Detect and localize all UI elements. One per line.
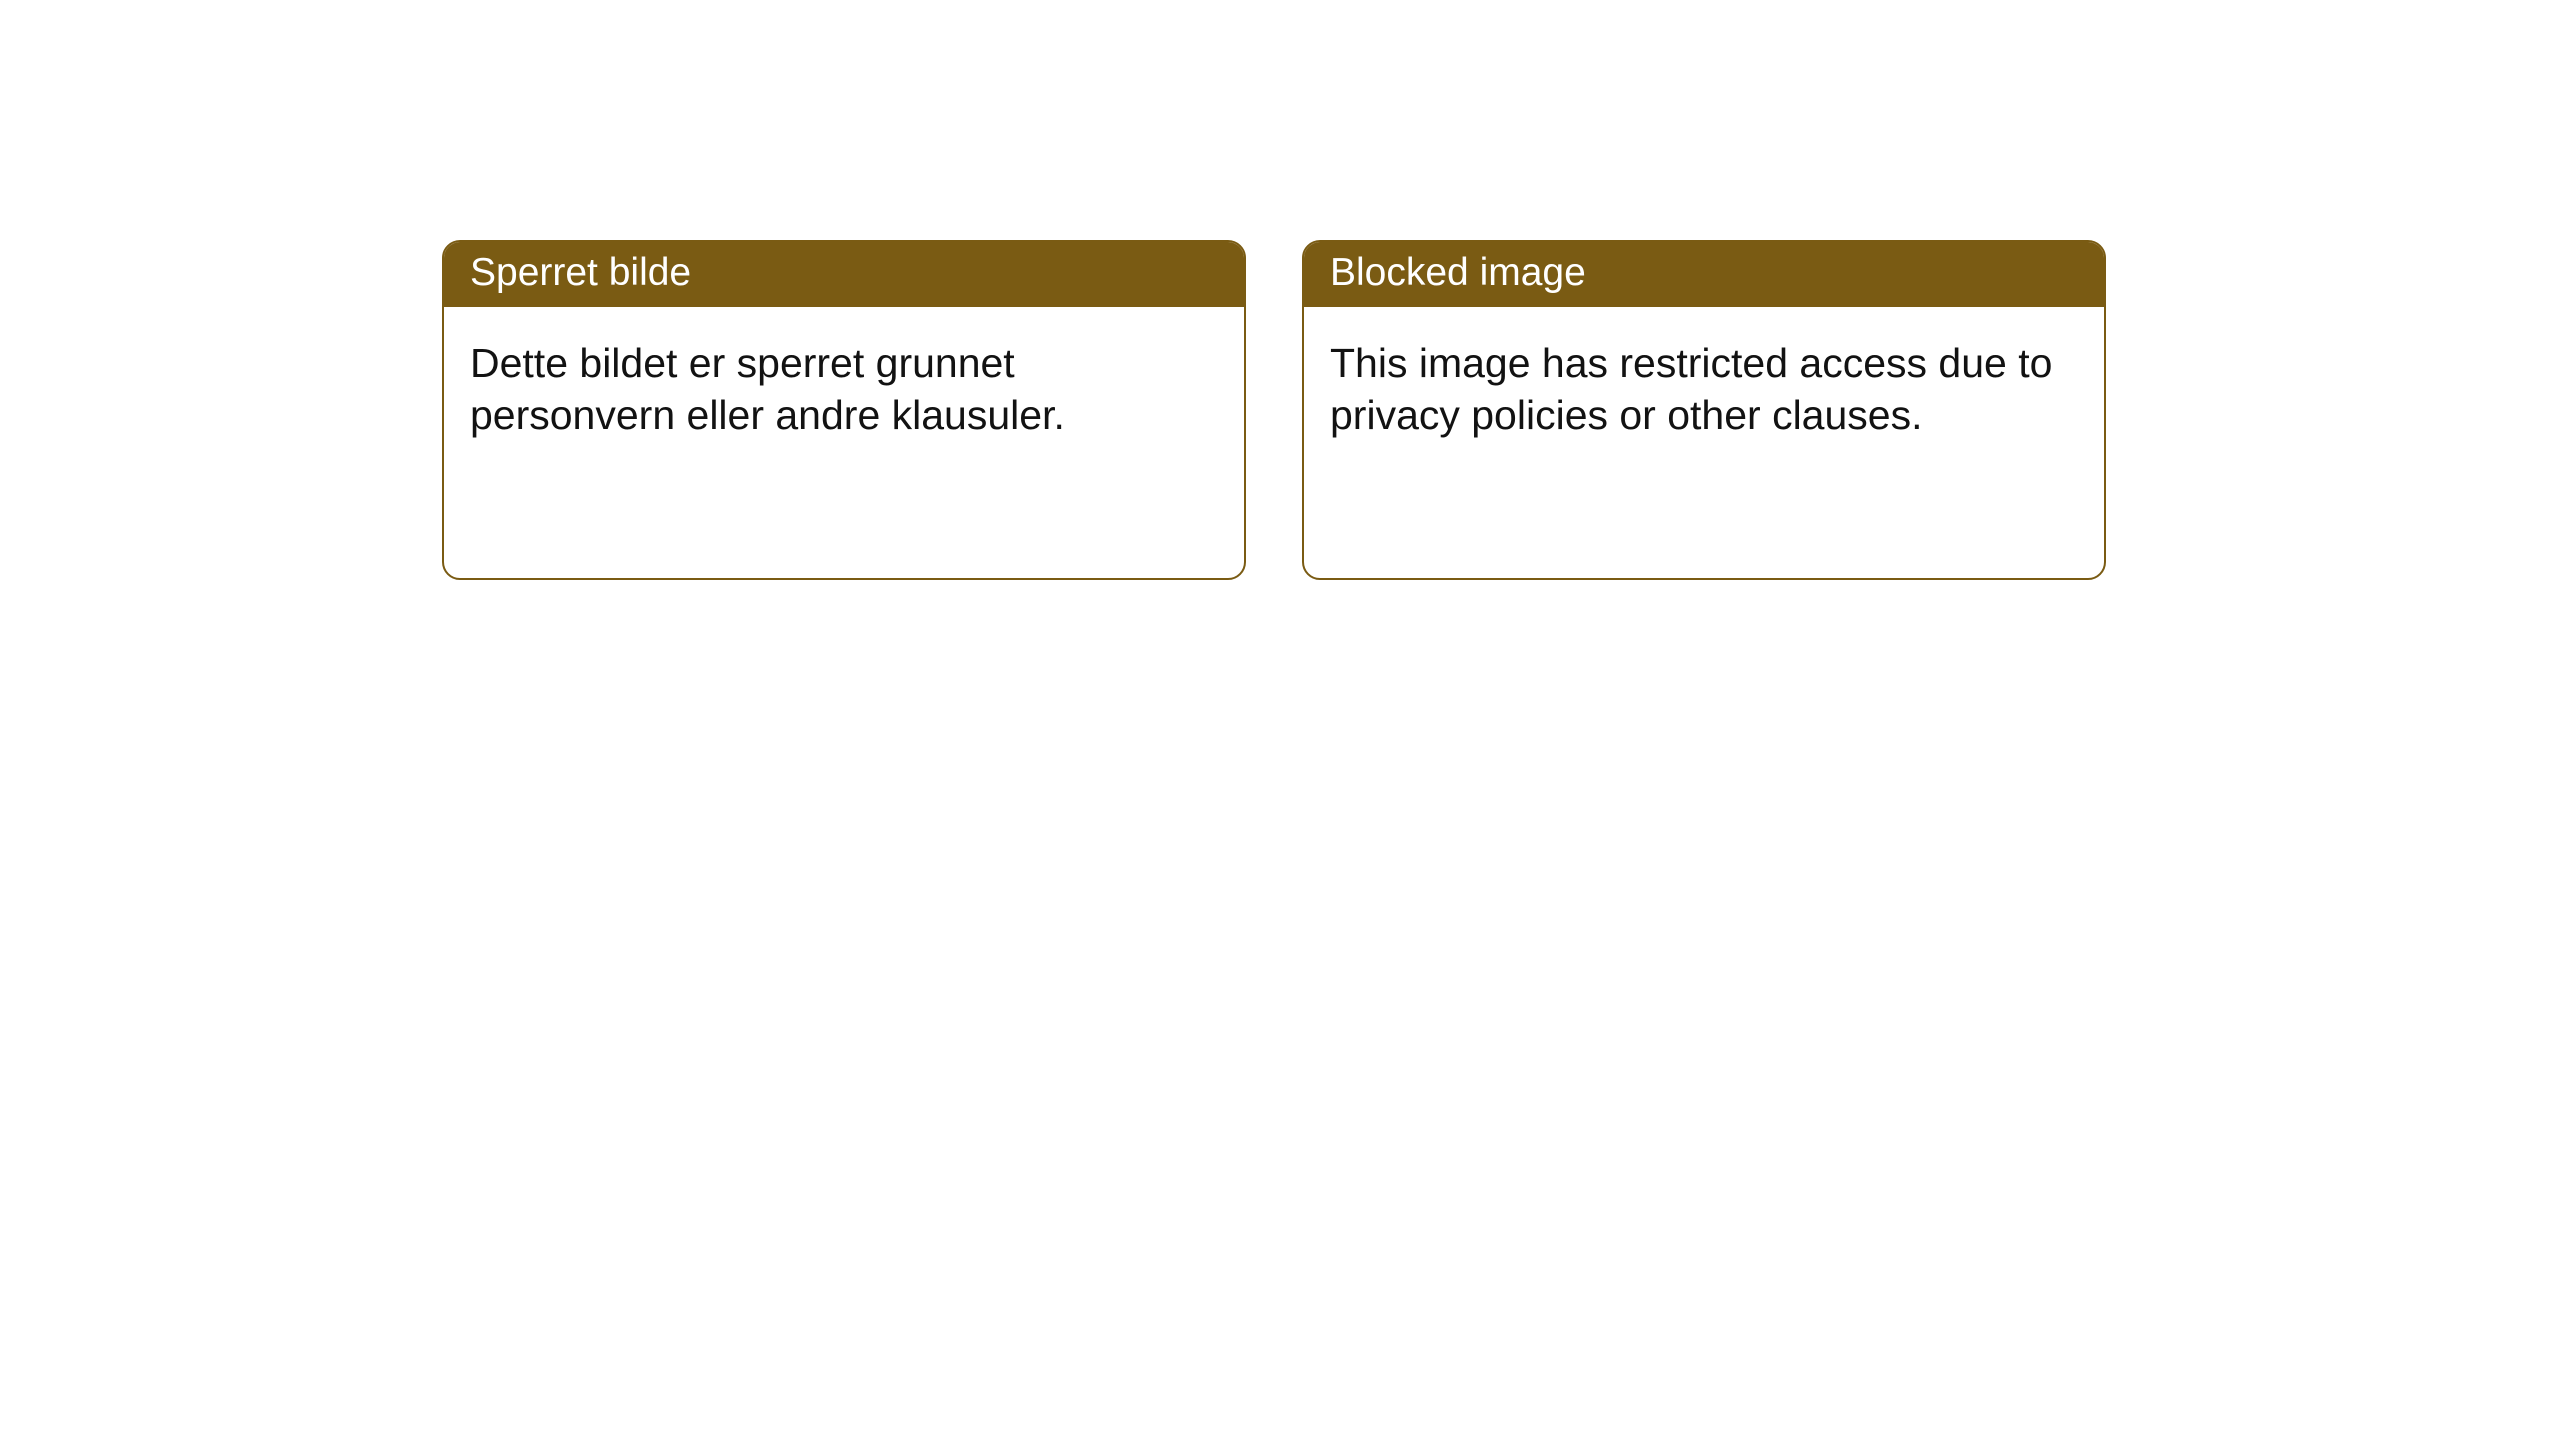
notice-card-message: Dette bildet er sperret grunnet personve…	[470, 340, 1065, 438]
notice-card-english: Blocked image This image has restricted …	[1302, 240, 2106, 580]
notice-card-message: This image has restricted access due to …	[1330, 340, 2052, 438]
notice-card-header: Sperret bilde	[444, 242, 1244, 307]
notice-card-header: Blocked image	[1304, 242, 2104, 307]
notice-card-title: Sperret bilde	[470, 251, 691, 294]
notice-card-body: Dette bildet er sperret grunnet personve…	[444, 307, 1244, 472]
notice-card-title: Blocked image	[1330, 251, 1586, 294]
notice-cards-container: Sperret bilde Dette bildet er sperret gr…	[442, 240, 2106, 580]
notice-card-norwegian: Sperret bilde Dette bildet er sperret gr…	[442, 240, 1246, 580]
notice-card-body: This image has restricted access due to …	[1304, 307, 2104, 472]
